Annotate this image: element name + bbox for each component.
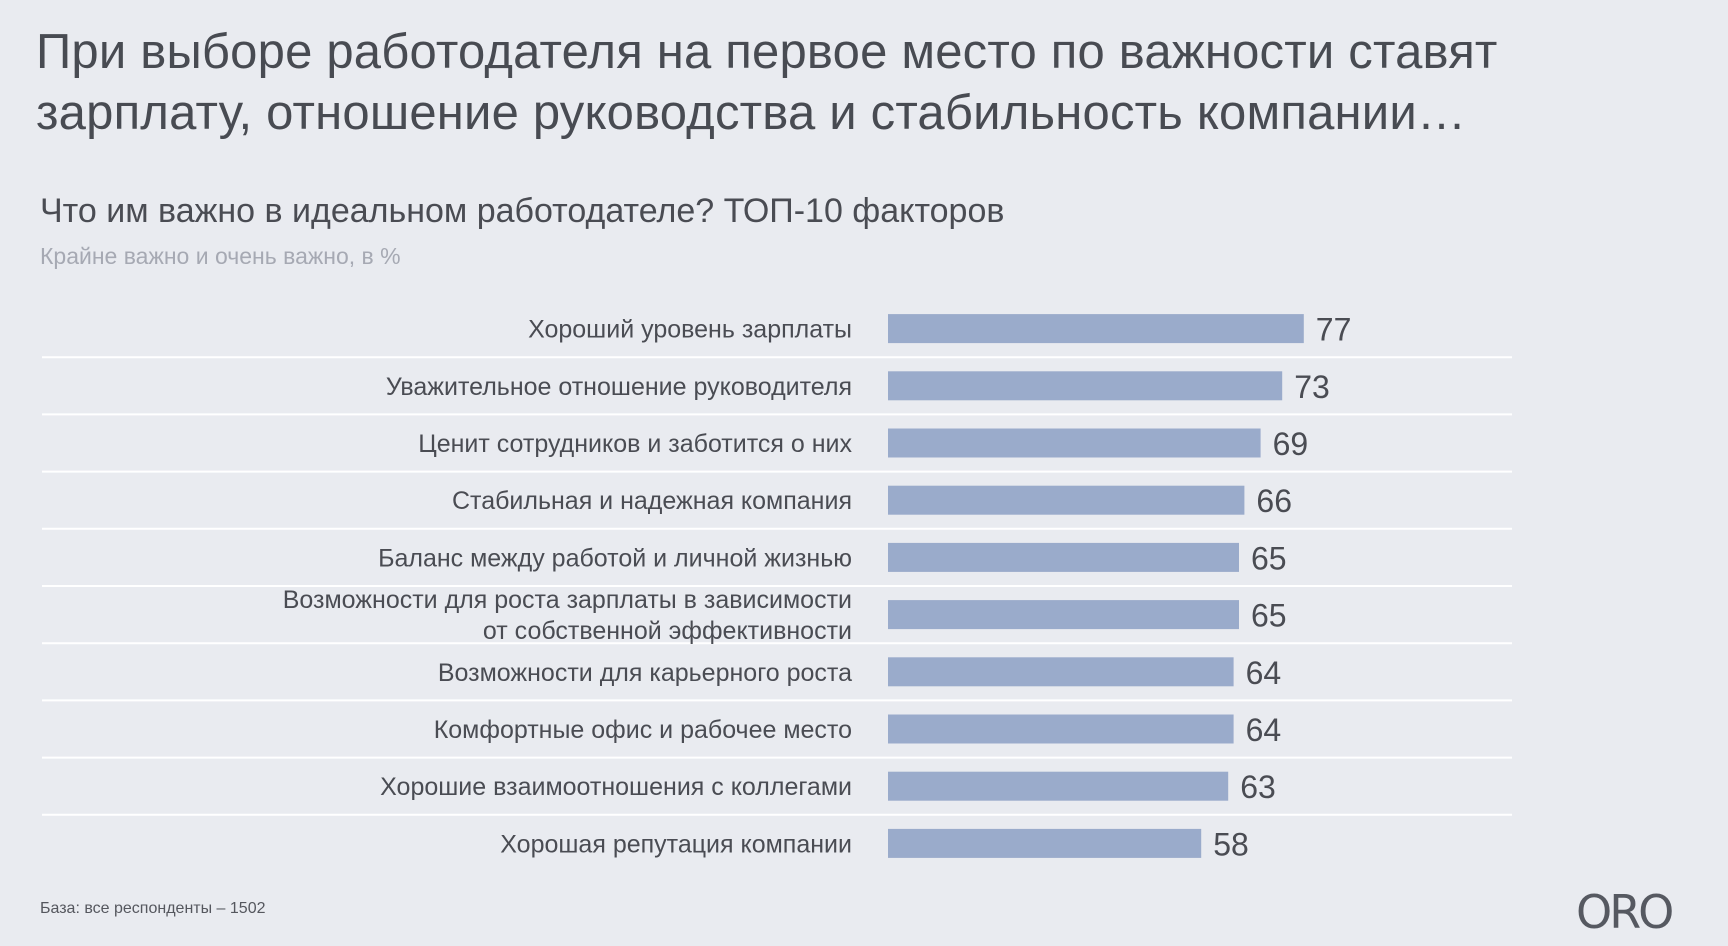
value-label: 64 xyxy=(1246,655,1282,691)
bar xyxy=(888,657,1234,687)
category-label: Возможности для роста зарплаты в зависим… xyxy=(283,586,852,645)
value-label: 65 xyxy=(1251,598,1287,634)
value-label: 77 xyxy=(1316,312,1352,348)
category-label: Хороший уровень зарплаты xyxy=(528,316,852,344)
bar xyxy=(888,542,1239,572)
chart-subtitle: Крайне важно и очень важно, в % xyxy=(40,243,401,269)
bar xyxy=(888,600,1239,630)
bar xyxy=(888,828,1202,858)
value-label: 73 xyxy=(1294,369,1330,405)
slide-title: При выборе работодателя на первое место … xyxy=(36,25,1498,140)
category-label: Стабильная и надежная компания xyxy=(452,487,852,515)
category-label: Комфортные офис и рабочее место xyxy=(434,716,852,744)
chart-title: Что им важно в идеальном работодателе? Т… xyxy=(40,192,1005,230)
category-label: Ценит сотрудников и заботится о них xyxy=(418,430,852,458)
category-label: Уважительное отношение руководителя xyxy=(386,373,852,401)
value-label: 64 xyxy=(1246,712,1282,748)
value-label: 63 xyxy=(1240,769,1276,805)
value-label: 58 xyxy=(1213,826,1249,862)
value-label: 65 xyxy=(1251,540,1287,576)
category-label: Баланс между работой и личной жизнью xyxy=(378,544,852,572)
value-label: 66 xyxy=(1256,483,1292,519)
brand-logo: ORO xyxy=(1576,885,1674,939)
bar xyxy=(888,771,1229,801)
category-label: Возможности для карьерного роста xyxy=(438,659,852,687)
footnote: База: все респонденты – 1502 xyxy=(40,900,266,917)
bar xyxy=(888,485,1245,515)
category-label: Хорошая репутация компании xyxy=(500,830,852,858)
bar xyxy=(888,428,1261,458)
bar xyxy=(888,714,1234,744)
value-label: 69 xyxy=(1273,426,1309,462)
bar xyxy=(888,371,1283,401)
category-label: Хорошие взаимоотношения с коллегами xyxy=(380,773,852,801)
bar xyxy=(888,314,1304,344)
